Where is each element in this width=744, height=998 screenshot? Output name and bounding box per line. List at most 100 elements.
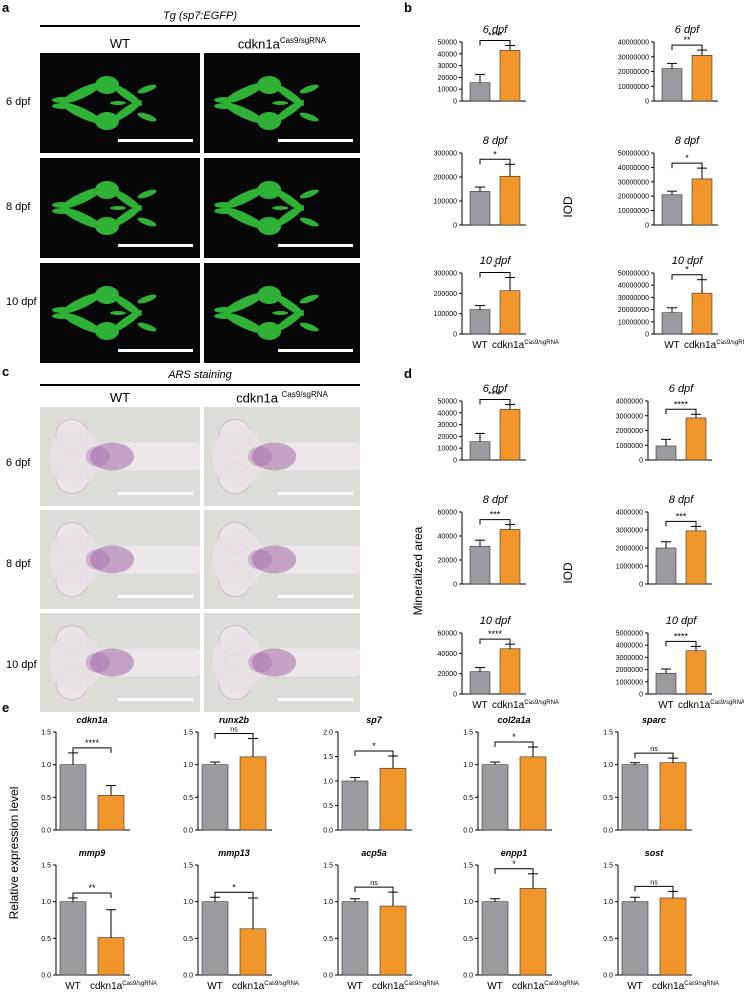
chart-title: acp5a: [361, 848, 387, 858]
y-tick-label: 1.0: [463, 762, 473, 769]
significance-label: **: [88, 883, 96, 893]
y-tick-label: 0.0: [603, 973, 613, 980]
y-tick-label: 0.5: [41, 795, 51, 802]
y-tick-label: 40000000: [618, 283, 649, 290]
scale-bar: [118, 595, 193, 598]
y-tick-label: 1.0: [603, 762, 613, 769]
bar-mutant: [499, 49, 521, 102]
category-label-mutant: cdkn1aCas9/sgRNA: [232, 981, 299, 992]
scale-bar: [278, 244, 353, 247]
panel-c-col-mut: cdkn1a Cas9/sgRNA: [236, 390, 328, 406]
significance-label: ****: [85, 738, 100, 748]
y-tick-label: 0.5: [183, 795, 193, 802]
stained-larva-picture: [212, 522, 360, 597]
egfp-skeleton-picture: [52, 286, 157, 340]
y-tick-label: 10000000: [618, 208, 649, 215]
ars-staining-image: [40, 407, 200, 506]
significance-bracket: [479, 638, 511, 645]
y-tick-label: 0.5: [323, 803, 333, 810]
y-tick-label: 100000: [434, 311, 457, 318]
y-tick-label: 1.5: [41, 863, 51, 870]
significance-label: ***: [676, 511, 687, 521]
fluorescence-image: [40, 158, 200, 258]
chart-d-area-6: 6 dpf 0 10000 20000 30000 40000 50000 ****: [438, 383, 526, 465]
bar-mutant: [685, 417, 707, 461]
y-tick-label: 0.0: [183, 828, 193, 835]
y-tick-label: 40000: [438, 51, 458, 58]
egfp-skeleton-picture: [52, 181, 157, 235]
significance-label: *: [493, 149, 497, 159]
y-tick-label: 0: [453, 99, 457, 106]
significance-label: ***: [490, 510, 501, 520]
panel-c-col-wt: WT: [109, 390, 131, 405]
chart-title: 6 dpf: [483, 24, 508, 36]
significance-label: *: [685, 265, 689, 275]
bar-wt: [655, 672, 677, 695]
significance-bracket: [479, 399, 511, 405]
chart-title: 10 dpf: [672, 255, 704, 267]
bar-mutant: [519, 756, 547, 831]
y-tick-label: 50000000: [618, 271, 649, 278]
category-label-wt: WT: [472, 340, 488, 351]
bar-wt: [59, 764, 87, 831]
chart-d-iod-6: 6 dpf 0 1000000 2000000 3000000 4000000 ****: [616, 383, 712, 465]
panel-c-row-8dpf: 8 dpf: [6, 558, 31, 570]
y-tick-label: 1.0: [183, 762, 193, 769]
category-label-wt: WT: [65, 981, 81, 992]
chart-e-sparc: sparc 0.0 0.5 1.0 1.5 ns: [603, 715, 692, 835]
bar-wt: [655, 547, 677, 585]
panel-label-a: a: [2, 0, 10, 15]
y-tick-label: 0.5: [603, 795, 613, 802]
y-tick-label: 50000: [438, 40, 458, 47]
ars-staining-image: [204, 407, 360, 506]
chart-title: 10 dpf: [480, 255, 512, 267]
significance-label: ns: [650, 746, 658, 753]
y-tick-label: 0.0: [463, 973, 473, 980]
bar-wt: [341, 780, 369, 831]
bar-wt: [481, 764, 509, 831]
y-tick-label: 30000: [438, 63, 458, 70]
significance-label: *: [685, 153, 689, 163]
category-label-wt: WT: [347, 981, 363, 992]
ars-staining-image: [40, 510, 200, 609]
y-tick-label: 20000: [438, 558, 458, 565]
y-tick-label: 0: [639, 582, 643, 589]
y-tick-label: 0.5: [463, 936, 473, 943]
category-label-mutant: cdkn1aCas9/sgRNA: [492, 700, 559, 711]
significance-bracket: [671, 162, 703, 169]
panel-d-ylabel-iod: IOD: [561, 562, 575, 584]
y-tick-label: 1.0: [463, 899, 473, 906]
y-tick-label: 0: [645, 332, 649, 339]
category-label-wt: WT: [658, 700, 674, 711]
significance-bracket: [665, 640, 697, 647]
y-tick-label: 300000: [434, 151, 457, 158]
scale-bar: [278, 349, 353, 352]
stained-larva-picture: [212, 625, 360, 700]
bar-wt: [469, 191, 491, 226]
panel-a-row-8dpf: 8 dpf: [6, 201, 31, 213]
y-tick-label: 20000: [438, 671, 458, 678]
y-tick-label: 4000000: [616, 399, 643, 406]
y-tick-label: 0.5: [41, 936, 51, 943]
y-tick-label: 10000: [438, 446, 458, 453]
significance-label: ****: [488, 31, 503, 41]
bar-mutant: [499, 648, 521, 695]
scale-bar: [118, 492, 193, 495]
significance-label: ****: [674, 631, 689, 641]
significance-bracket: [494, 868, 534, 874]
y-tick-label: 0: [645, 99, 649, 106]
y-tick-label: 2.0: [323, 730, 333, 737]
y-tick-label: 0: [453, 332, 457, 339]
y-tick-label: 0: [639, 692, 643, 699]
significance-bracket: [665, 520, 697, 527]
bar-wt: [469, 545, 491, 585]
bar-mutant: [97, 937, 125, 976]
y-tick-label: 0: [639, 458, 643, 465]
chart-b-area-8: 8 dpf 0 100000 200000 300000 *: [434, 135, 526, 230]
significance-bracket: [479, 519, 511, 525]
significance-label: ****: [488, 629, 503, 639]
chart-e-acp5a: acp5a 0.0 0.5 1.0 1.5 ns WT cdkn1aCas9/sgRNA: [323, 848, 439, 992]
significance-label: *: [493, 262, 497, 272]
bar-wt: [469, 441, 491, 461]
y-tick-label: 50000: [438, 399, 458, 406]
